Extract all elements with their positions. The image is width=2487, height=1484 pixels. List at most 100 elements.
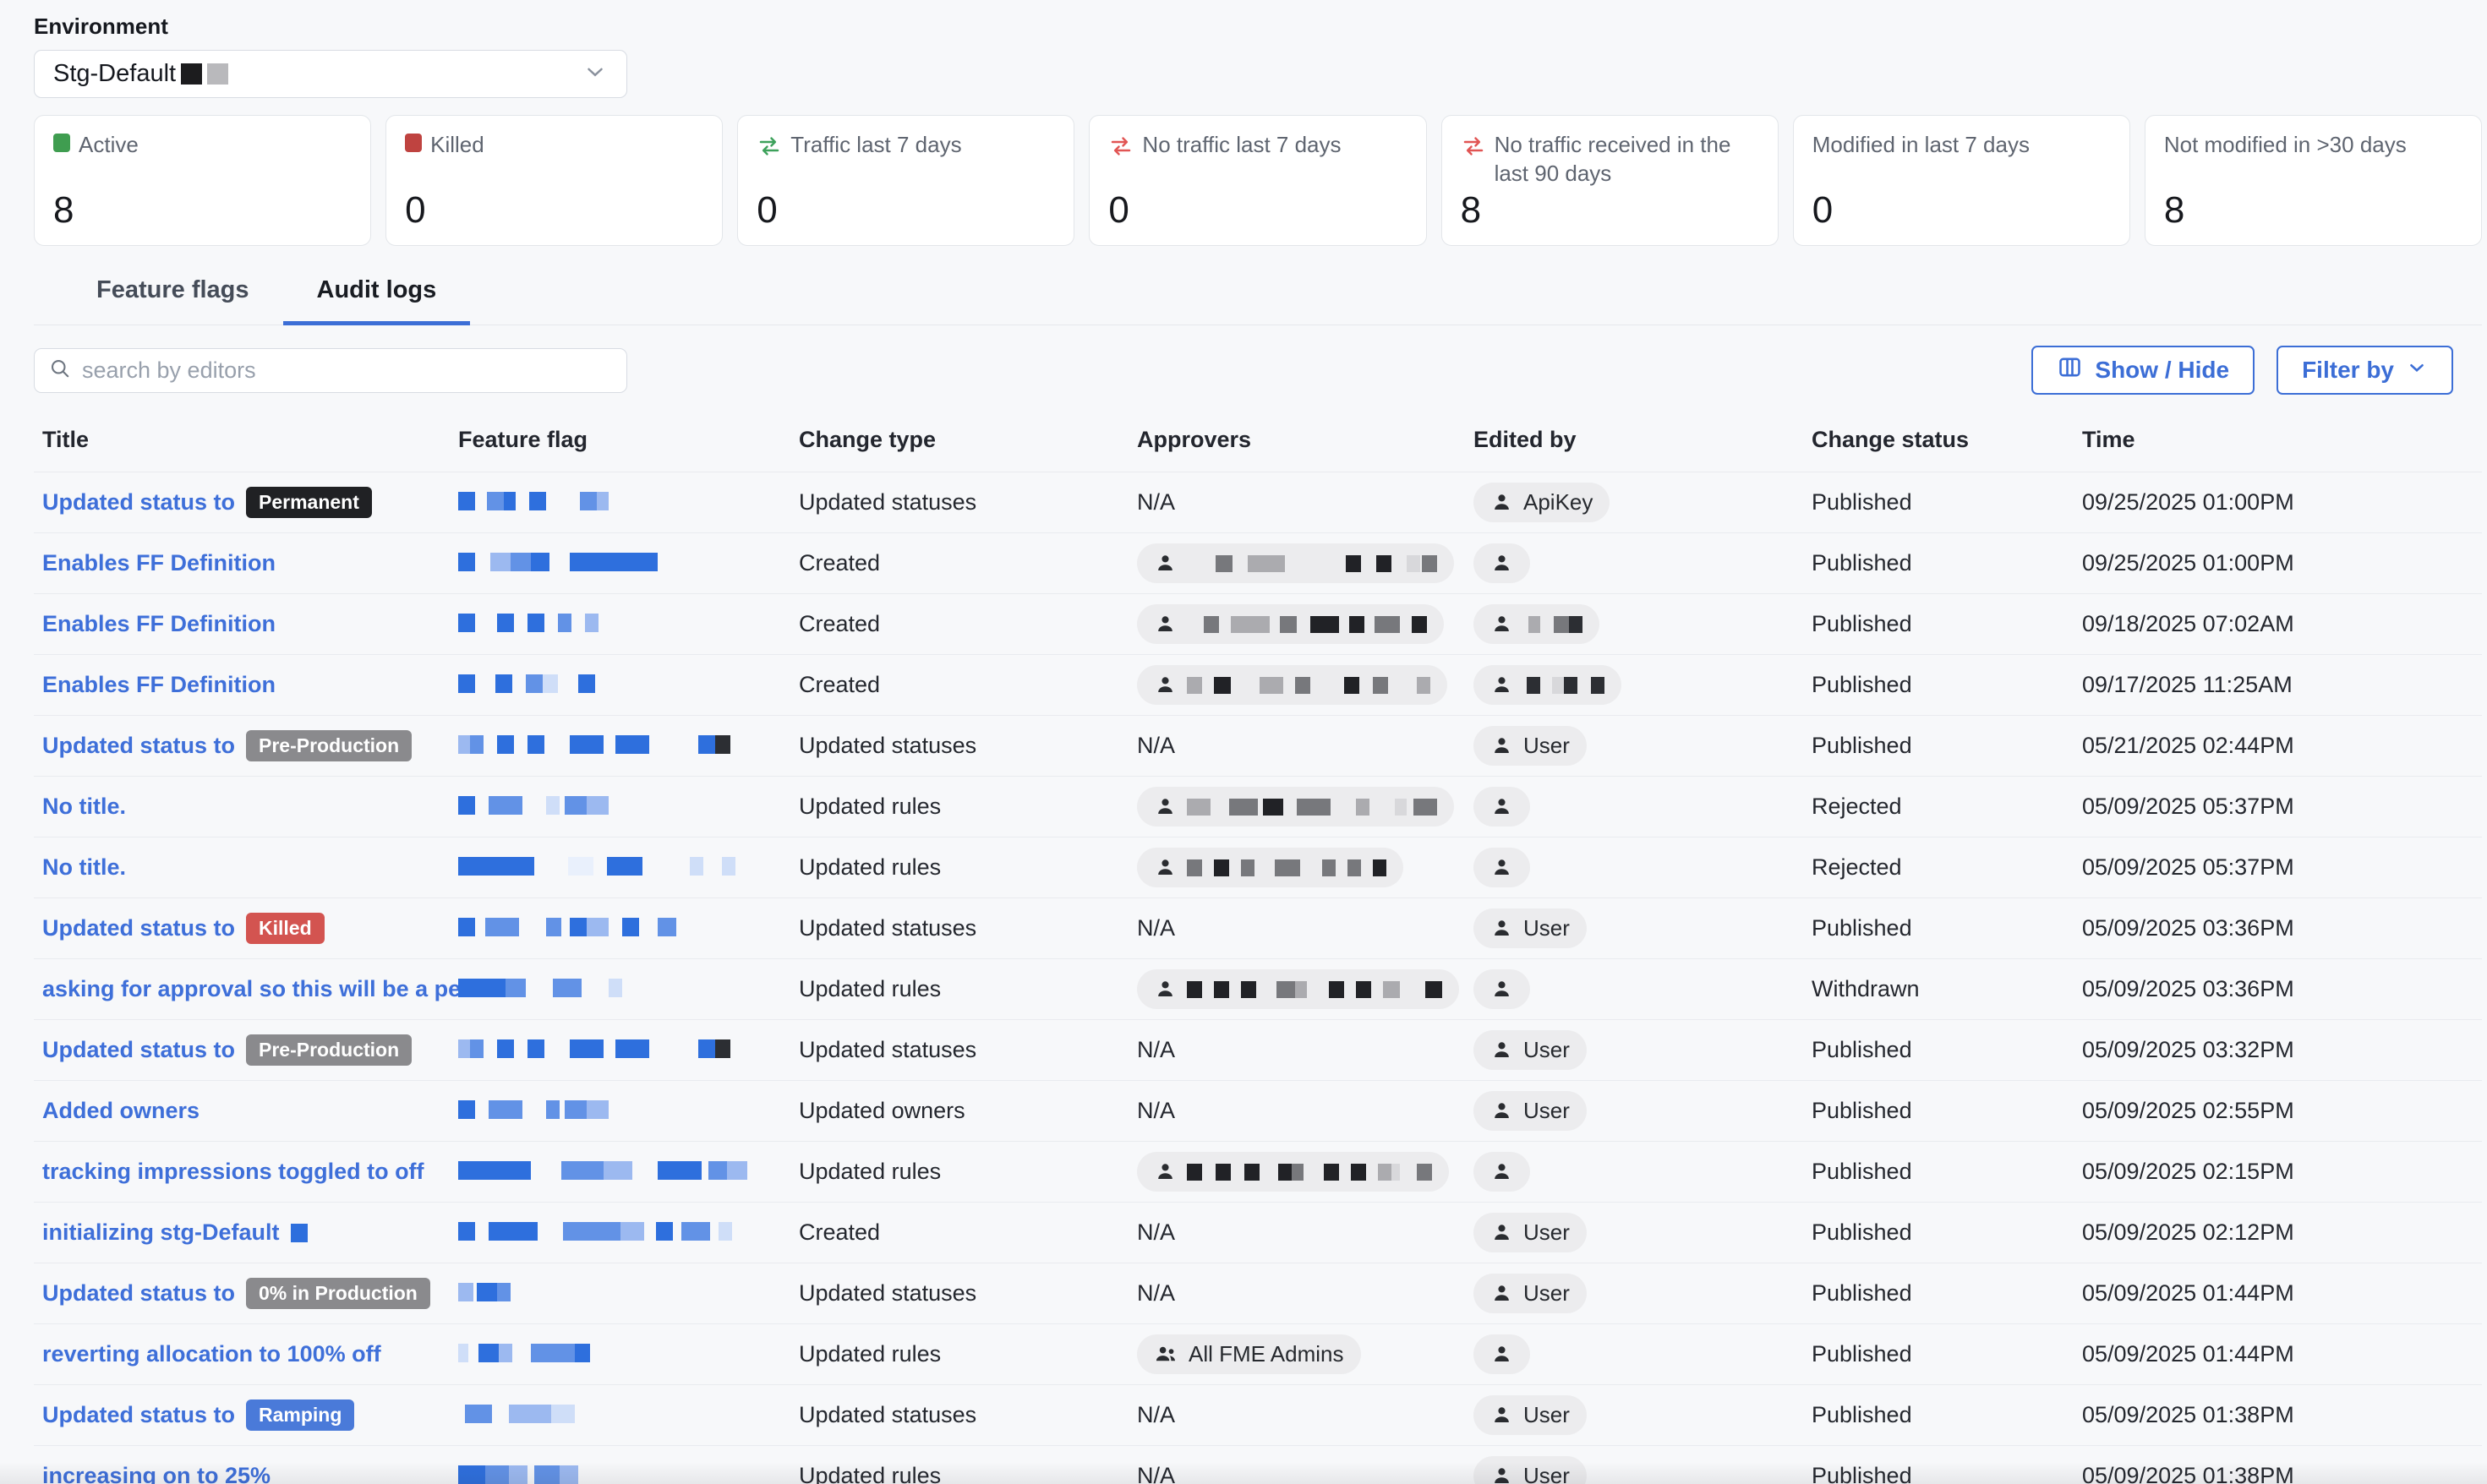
editor-chip	[1473, 848, 1530, 887]
audit-entry-title-link[interactable]: Updated status to Permanent	[42, 487, 372, 518]
table-row: No title. Updated rules Rejected 05/09/2…	[34, 776, 2482, 837]
stat-card: Modified in last 7 days 0	[1792, 115, 2130, 246]
tab-feature-flags[interactable]: Feature flags	[96, 276, 249, 303]
change-status: Published	[1812, 1037, 1912, 1062]
time: 09/25/2025 01:00PM	[2082, 489, 2294, 515]
change-status: Published	[1812, 1402, 1912, 1427]
time: 05/09/2025 01:38PM	[2082, 1402, 2294, 1427]
person-icon	[1490, 734, 1513, 757]
audit-entry-title-link[interactable]: Added owners	[42, 1098, 200, 1123]
change-status: Rejected	[1812, 854, 1902, 880]
tab-audit-logs[interactable]: Audit logs	[282, 268, 471, 325]
audit-entry-title-link[interactable]: Enables FF Definition	[42, 550, 276, 576]
editor-chip: ApiKey	[1473, 483, 1610, 522]
audit-entry-title-link[interactable]: Enables FF Definition	[42, 672, 276, 697]
change-type: Updated rules	[799, 1463, 942, 1484]
person-icon	[1490, 917, 1513, 940]
change-status: Published	[1812, 611, 1912, 636]
stat-label: No traffic last 7 days	[1142, 132, 1342, 157]
change-status: Published	[1812, 1280, 1912, 1306]
approvers-cell: N/A	[1137, 1037, 1176, 1062]
audit-entry-title-link[interactable]: asking for approval so this will be a pe	[42, 976, 458, 1001]
redacted-blocks	[458, 1343, 590, 1363]
approvers-cell	[1137, 969, 1473, 1009]
environment-select[interactable]: Stg-Default	[34, 50, 627, 98]
status-swatch-icon	[53, 134, 70, 152]
redacted-blocks	[1523, 614, 1582, 635]
person-icon	[1490, 1039, 1513, 1061]
redacted-blocks	[458, 1160, 747, 1181]
feature-flag-redacted	[458, 1221, 799, 1245]
stat-card: No traffic last 7 days 0	[1089, 115, 1427, 246]
audit-entry-title-link[interactable]: Updated status to Pre-Production	[42, 730, 413, 761]
feature-flag-redacted	[458, 1343, 799, 1367]
table-row: increasing on to 25% Updated rules N/A U…	[34, 1445, 2482, 1484]
traffic-arrows-icon	[757, 134, 782, 166]
person-icon	[1154, 795, 1177, 818]
audit-entry-title-link[interactable]: Updated status to 0% in Production	[42, 1278, 430, 1309]
edited-by-cell: User	[1473, 726, 1812, 766]
redacted-blocks	[458, 674, 595, 694]
feature-flag-redacted	[458, 1404, 799, 1427]
editor-chip: User	[1473, 1091, 1587, 1131]
change-type: Updated rules	[799, 854, 942, 880]
redacted-blocks	[1187, 858, 1386, 878]
time: 05/09/2025 01:38PM	[2082, 1463, 2294, 1484]
approvers-cell	[1137, 604, 1473, 644]
filter-by-button[interactable]: Filter by	[2277, 346, 2453, 395]
audit-entry-title-link[interactable]: No title.	[42, 794, 126, 819]
approver-redacted-chip	[1137, 969, 1459, 1009]
stat-label: Killed	[430, 132, 484, 157]
stat-card: Not modified in >30 days 8	[2144, 115, 2482, 246]
table-row: Updated status to Ramping Updated status…	[34, 1384, 2482, 1445]
stat-value: 0	[1108, 189, 1129, 231]
time: 09/18/2025 07:02AM	[2082, 611, 2294, 636]
redacted-blocks	[1187, 1162, 1432, 1182]
table-row: No title. Updated rules Rejected 05/09/2…	[34, 837, 2482, 897]
redacted-block	[290, 1223, 308, 1242]
audit-entry-title-link[interactable]: Updated status to Killed	[42, 913, 325, 944]
person-icon	[1490, 1221, 1513, 1244]
search-box[interactable]	[34, 347, 627, 393]
redacted-blocks	[458, 491, 609, 511]
search-input[interactable]	[82, 357, 613, 384]
stat-label: Modified in last 7 days	[1812, 132, 2030, 157]
editor-chip: User	[1473, 1213, 1587, 1252]
feature-flag-redacted	[458, 552, 799, 576]
change-type: Updated statuses	[799, 915, 977, 941]
audit-entry-title-link[interactable]: No title.	[42, 854, 126, 880]
audit-entry-title-link[interactable]: increasing on to 25%	[42, 1463, 271, 1484]
editor-chip	[1473, 1152, 1530, 1192]
editor-chip: User	[1473, 1274, 1587, 1313]
person-icon	[1490, 1404, 1513, 1427]
person-icon	[1154, 856, 1177, 879]
redacted-blocks	[1187, 554, 1437, 574]
status-badge: Pre-Production	[246, 1034, 413, 1066]
table-row: Updated status to Pre-Production Updated…	[34, 715, 2482, 776]
show-hide-button[interactable]: Show / Hide	[2031, 346, 2255, 395]
change-status: Published	[1812, 550, 1912, 576]
person-icon	[1154, 613, 1177, 636]
search-icon	[48, 357, 72, 385]
time: 05/09/2025 02:55PM	[2082, 1098, 2294, 1123]
feature-flag-redacted	[458, 856, 799, 880]
time: 05/09/2025 05:37PM	[2082, 794, 2294, 819]
redacted-blocks	[1187, 979, 1442, 1000]
feature-flag-redacted	[458, 917, 799, 941]
approvers-cell	[1137, 848, 1473, 887]
approvers-cell: All FME Admins	[1137, 1334, 1473, 1374]
table-row: Updated status to Permanent Updated stat…	[34, 472, 2482, 532]
redacted-blocks	[458, 1039, 730, 1059]
time: 09/17/2025 11:25AM	[2082, 672, 2293, 697]
edited-by-cell: User	[1473, 1274, 1812, 1313]
audit-entry-title-link[interactable]: Updated status to Ramping	[42, 1399, 355, 1431]
audit-entry-title-link[interactable]: Updated status to Pre-Production	[42, 1034, 413, 1066]
audit-entry-title-link[interactable]: initializing stg-Default	[42, 1219, 308, 1246]
time: 05/09/2025 05:37PM	[2082, 854, 2294, 880]
approvers-cell	[1137, 665, 1473, 705]
audit-entry-title-link[interactable]: tracking impressions toggled to off	[42, 1159, 424, 1184]
feature-flag-redacted	[458, 491, 799, 515]
audit-entry-title-link[interactable]: Enables FF Definition	[42, 611, 276, 636]
audit-entry-title-link[interactable]: reverting allocation to 100% off	[42, 1341, 381, 1367]
